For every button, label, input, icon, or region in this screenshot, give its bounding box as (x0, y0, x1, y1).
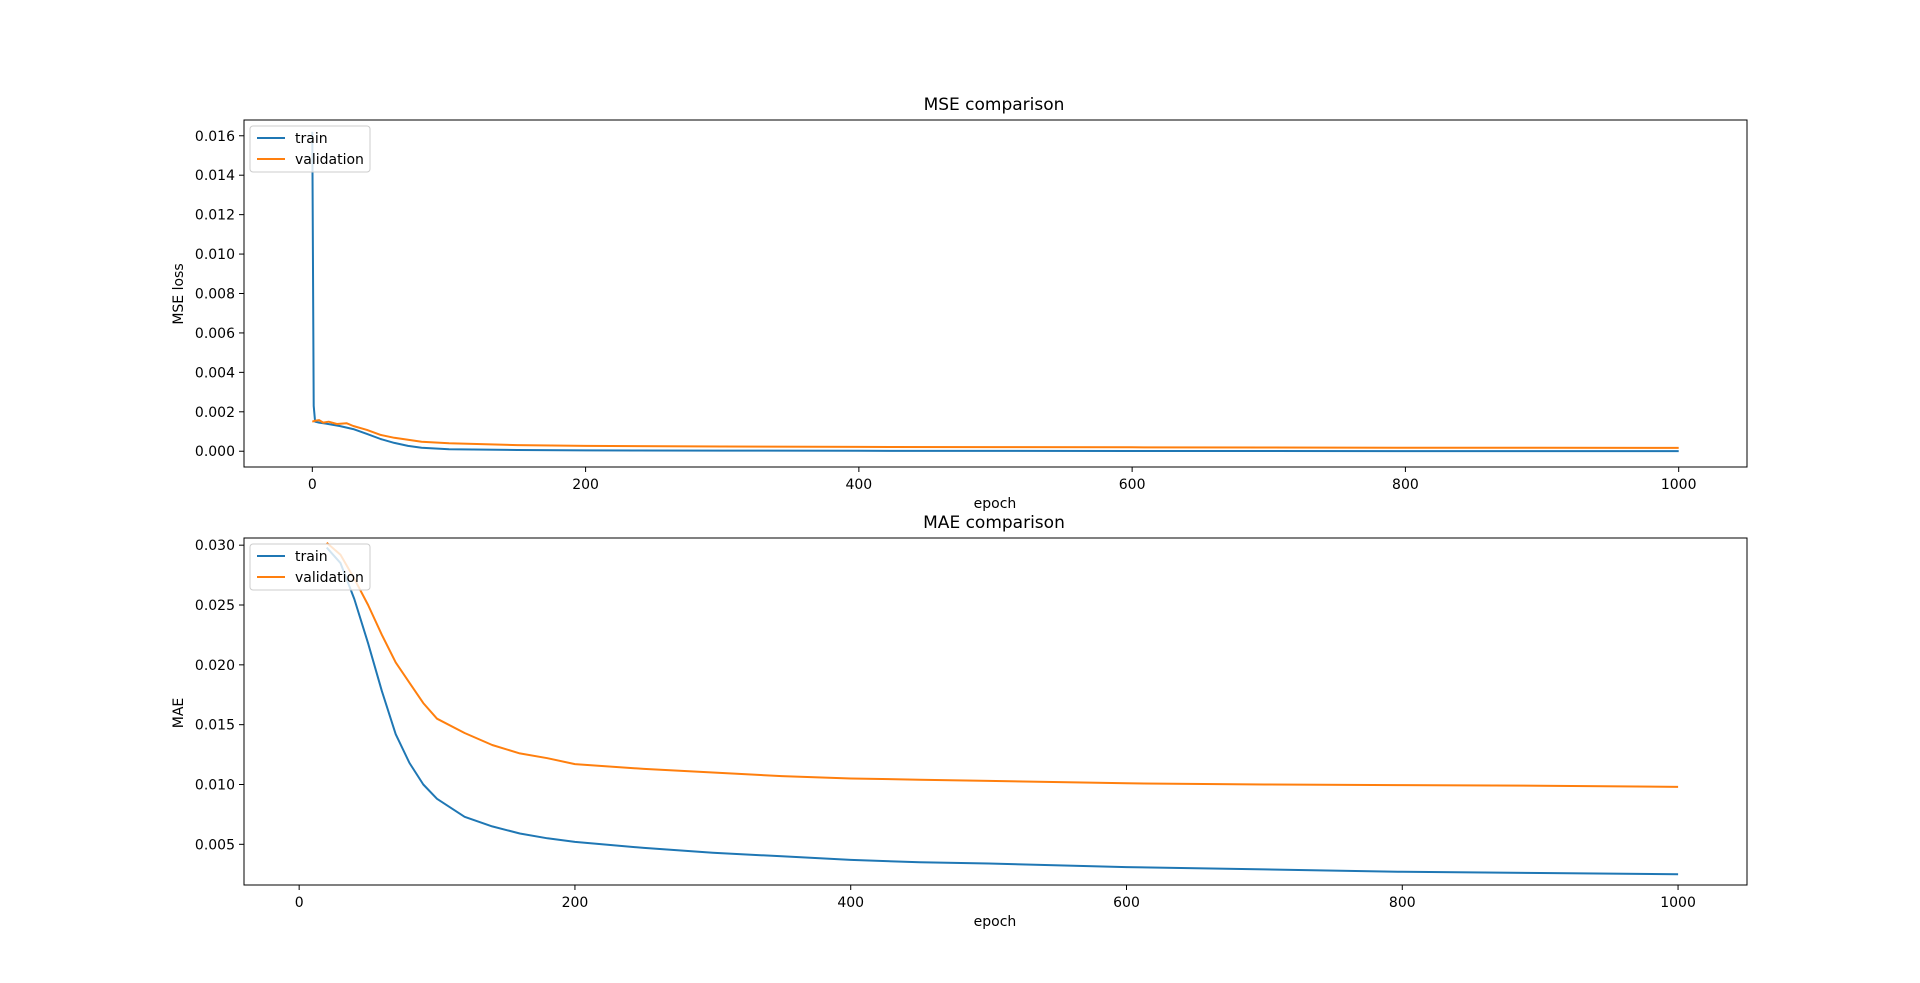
mse-series-group (311, 131, 1679, 453)
mae-x-axis-label: epoch (974, 914, 1017, 930)
mse-x-tick-label: 400 (845, 477, 872, 493)
mae-series-train-line (325, 546, 1679, 876)
mae-x-tick-label: 400 (837, 895, 864, 911)
mse-chart: MSE comparison 0 200 400 600 800 1000 0.000 0.0… (171, 95, 1748, 512)
mse-x-tick-label: 200 (572, 477, 599, 493)
mse-series-validation-line (311, 419, 1679, 449)
mse-x-tick-label: 800 (1392, 477, 1419, 493)
mae-x-tick-label: 1000 (1660, 895, 1696, 911)
mse-x-axis-label: epoch (974, 496, 1017, 512)
mse-x-tick-label: 600 (1119, 477, 1146, 493)
mae-legend-validation-label: validation (295, 570, 364, 586)
mse-y-tick-label: 0.006 (195, 326, 235, 342)
mae-y-tick-label: 0.010 (195, 777, 235, 793)
mae-x-tick-label: 600 (1113, 895, 1140, 911)
mae-x-tick-label: 0 (295, 895, 304, 911)
mse-plot-frame (243, 119, 1748, 468)
mse-tick-group: 0 200 400 600 800 1000 0.000 0.002 0.004 0.006 0.0… (195, 129, 1697, 493)
mae-series-group (325, 542, 1679, 876)
mse-x-tick-label: 0 (308, 477, 317, 493)
mse-legend-train-label: train (295, 131, 328, 147)
mae-y-axis-label: MAE (171, 698, 187, 729)
mse-y-tick-label: 0.012 (195, 208, 235, 224)
mae-y-tick-label: 0.025 (195, 598, 235, 614)
mae-legend-train-label: train (295, 549, 328, 565)
mse-series-train-line (311, 131, 1679, 453)
mse-y-tick-label: 0.014 (195, 168, 235, 184)
mse-y-tick-label: 0.008 (195, 287, 235, 303)
mse-y-tick-label: 0.002 (195, 405, 235, 421)
mse-y-tick-label: 0.004 (195, 365, 235, 381)
mse-y-tick-label: 0.010 (195, 247, 235, 263)
mae-y-tick-label: 0.020 (195, 658, 235, 674)
mae-legend: train validation (249, 543, 371, 591)
mae-x-tick-label: 800 (1389, 895, 1416, 911)
mae-chart: MAE comparison 0 200 400 600 800 1000 0.005 0.0… (171, 513, 1748, 930)
mse-y-tick-label: 0.000 (195, 444, 235, 460)
mse-legend: train validation (249, 125, 371, 173)
mae-tick-group: 0 200 400 600 800 1000 0.005 0.010 0.015 0.020 0.0… (195, 538, 1696, 911)
mse-legend-validation-label: validation (295, 152, 364, 168)
mse-x-tick-label: 1000 (1661, 477, 1697, 493)
mse-y-tick-label: 0.016 (195, 129, 235, 145)
mae-y-tick-label: 0.030 (195, 538, 235, 554)
mse-chart-title: MSE comparison (924, 95, 1065, 115)
mse-y-axis-label: MSE loss (171, 263, 187, 324)
mae-series-validation-line (326, 542, 1679, 788)
mae-plot-frame (243, 537, 1748, 886)
mae-chart-title: MAE comparison (923, 513, 1065, 533)
mae-y-tick-label: 0.005 (195, 837, 235, 853)
mae-y-tick-label: 0.015 (195, 718, 235, 734)
mae-x-tick-label: 200 (562, 895, 589, 911)
